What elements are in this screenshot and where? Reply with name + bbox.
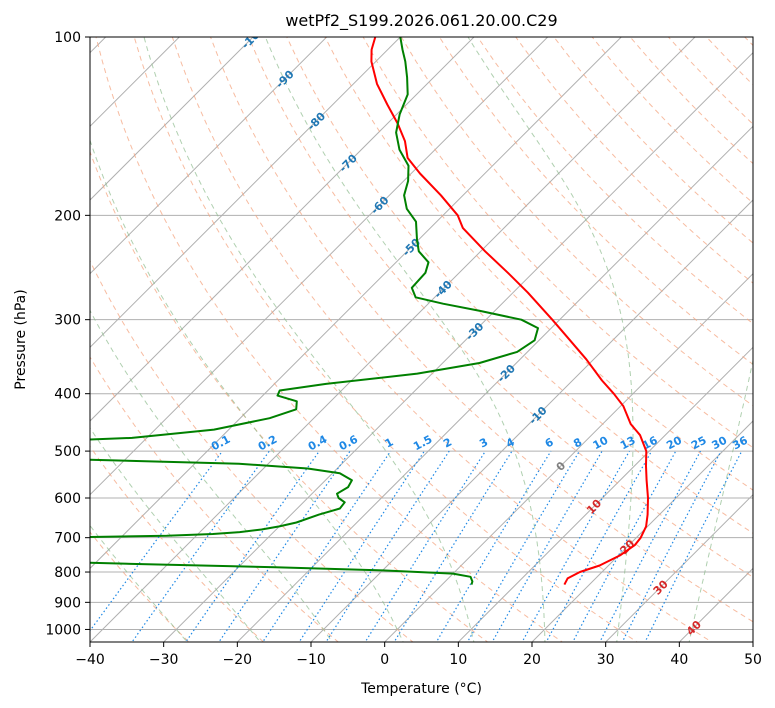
mixing-ratio-label: 20 bbox=[664, 433, 684, 452]
dry-adiabat-line bbox=[95, 37, 564, 642]
mixing-ratio-line bbox=[435, 450, 552, 642]
x-tick-label: 50 bbox=[744, 652, 762, 668]
y-tick-label: 400 bbox=[54, 387, 81, 403]
isotherm-line bbox=[457, 346, 753, 642]
x-tick-label: −20 bbox=[223, 652, 253, 668]
y-tick-label: 1000 bbox=[45, 622, 81, 638]
mixing-ratio-line bbox=[572, 450, 677, 642]
isotherm-line bbox=[90, 37, 254, 201]
moist-adiabat-line bbox=[90, 427, 261, 642]
dry-adiabat-line bbox=[400, 37, 753, 407]
x-tick-label: 10 bbox=[449, 652, 467, 668]
y-tick-label: 600 bbox=[54, 491, 81, 507]
mixing-ratio-label: 36 bbox=[730, 434, 750, 453]
dewpoint-trace bbox=[90, 37, 539, 585]
x-tick-label: −40 bbox=[75, 652, 105, 668]
isotherm-line bbox=[383, 272, 753, 642]
mixing-ratio-line bbox=[466, 450, 580, 642]
isotherm-line bbox=[90, 37, 623, 570]
isotherm-line bbox=[90, 37, 549, 496]
moist-adiabat-line bbox=[90, 138, 404, 642]
mixing-ratio-label: 13 bbox=[618, 434, 638, 453]
isotherm-line bbox=[310, 199, 753, 642]
isotherm-line bbox=[236, 125, 753, 642]
moist-adiabat-line bbox=[90, 524, 188, 642]
y-tick-label: 700 bbox=[54, 531, 81, 547]
x-tick-label: −30 bbox=[149, 652, 179, 668]
mixing-ratio-line bbox=[491, 450, 603, 642]
mixing-ratio-line bbox=[393, 450, 513, 642]
y-tick-label: 800 bbox=[54, 565, 81, 581]
mixing-ratio-line bbox=[298, 450, 425, 642]
axes: −40 −30 −20 −10 0 10 20 30 40 50 1000 900 800 700 600 5… bbox=[45, 30, 762, 668]
x-tick-label: −10 bbox=[296, 652, 326, 668]
dry-adiabat-line bbox=[90, 259, 414, 642]
dry-adiabat-line bbox=[90, 150, 489, 642]
isotherm-line bbox=[90, 37, 181, 128]
dry-adiabat-line bbox=[171, 37, 713, 642]
dry-adiabat-line bbox=[209, 37, 753, 623]
isotherm-line bbox=[90, 37, 696, 642]
isotherm-line bbox=[162, 51, 753, 642]
y-tick-label: 900 bbox=[54, 595, 81, 611]
isotherm-line bbox=[604, 493, 753, 642]
y-tick-label: 300 bbox=[54, 313, 81, 329]
moist-adiabat-line bbox=[264, 37, 546, 642]
mixing-ratio-line bbox=[599, 450, 702, 642]
mixing-ratio-line bbox=[218, 450, 351, 642]
isotherm-line bbox=[90, 37, 402, 349]
dry-adiabat-line bbox=[248, 37, 753, 578]
plot-frame bbox=[89, 36, 754, 643]
dry-adiabat-line bbox=[286, 37, 753, 534]
x-tick-label: 40 bbox=[670, 652, 688, 668]
moist-adiabat-line bbox=[688, 357, 753, 642]
moist-adiabat-line bbox=[90, 309, 333, 642]
mixing-ratio-line bbox=[262, 450, 392, 642]
y-axis-label: Pressure (hPa) bbox=[13, 289, 29, 389]
y-tick-label: 200 bbox=[54, 208, 81, 224]
x-tick-label: 30 bbox=[597, 652, 615, 668]
temperature-trace bbox=[370, 37, 649, 586]
mixing-ratio-label: 25 bbox=[689, 434, 709, 453]
dry-adiabat-line bbox=[133, 37, 638, 642]
mixing-ratio-label: 30 bbox=[710, 434, 730, 453]
isotherm-line bbox=[90, 37, 328, 275]
y-tick-label: 500 bbox=[54, 444, 81, 460]
dry-adiabat-line bbox=[477, 37, 753, 325]
mixing-ratio-line bbox=[545, 450, 653, 642]
mixing-ratio-label: 10 bbox=[591, 433, 611, 452]
x-tick-label: 0 bbox=[380, 652, 389, 668]
dry-adiabat-line bbox=[90, 445, 265, 642]
y-tick-label: 100 bbox=[54, 30, 81, 46]
x-axis-label: Temperature (°C) bbox=[360, 681, 482, 697]
x-tick-label: 20 bbox=[523, 652, 541, 668]
moist-adiabat-line bbox=[143, 37, 475, 642]
mixing-ratio-line bbox=[131, 450, 270, 642]
mixing-ratio-line bbox=[325, 450, 450, 642]
chart-title: wetPf2_S199.2026.061.20.00.C29 bbox=[285, 11, 557, 31]
